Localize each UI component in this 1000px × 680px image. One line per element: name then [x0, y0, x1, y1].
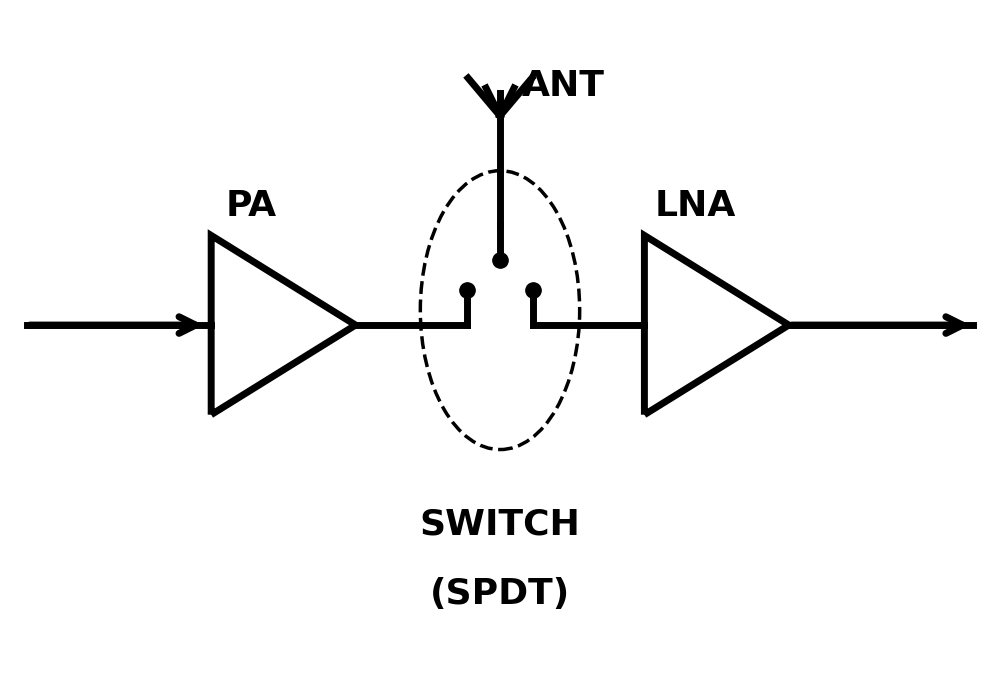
Text: PA: PA [226, 190, 277, 224]
Text: ANT: ANT [522, 69, 605, 103]
Text: (SPDT): (SPDT) [430, 577, 570, 611]
Text: LNA: LNA [654, 190, 736, 224]
Text: SWITCH: SWITCH [420, 507, 580, 541]
